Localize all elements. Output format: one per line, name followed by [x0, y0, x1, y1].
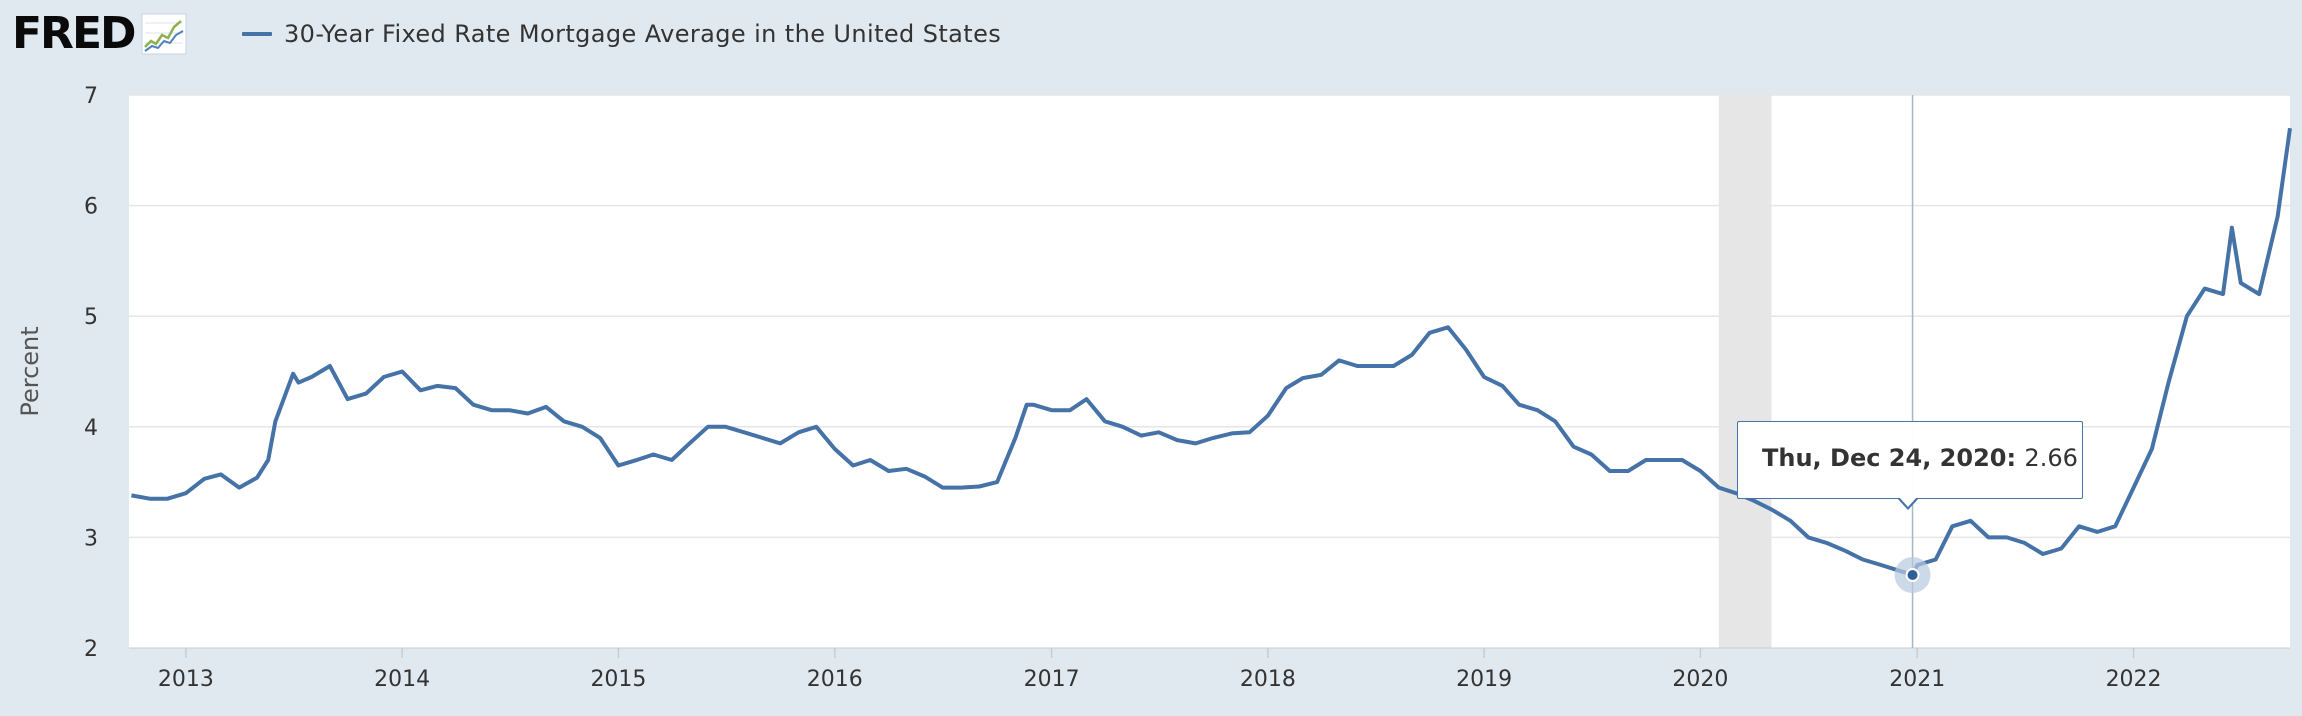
- fred-logo-text: FRED: [12, 8, 137, 59]
- x-tick-label: 2015: [590, 667, 646, 692]
- x-tick-label: 2017: [1024, 667, 1080, 692]
- legend-series-swatch: [242, 32, 272, 36]
- recession-band: [1718, 95, 1772, 648]
- y-tick-label: 6: [84, 195, 98, 220]
- tooltip-text: Thu, Dec 24, 2020: 2.66: [1762, 444, 2078, 472]
- y-tick-label: 7: [84, 84, 98, 109]
- x-tick-label: 2021: [1889, 667, 1945, 692]
- tooltip-arrow-inner: [1899, 497, 1917, 507]
- tooltip-date: Thu, Dec 24, 2020: [1762, 444, 2007, 472]
- x-tick-label: 2016: [807, 667, 863, 692]
- legend-series-label: 30-Year Fixed Rate Mortgage Average in t…: [284, 20, 1002, 48]
- line-chart-icon: [141, 13, 187, 55]
- x-axis: 2013 2014 2015 2016 2017 2018 2019 2020 2021 2022: [158, 648, 2162, 692]
- y-tick-label: 3: [84, 526, 98, 551]
- fred-logo[interactable]: FRED: [12, 12, 187, 56]
- header: FRED 30-Year Fixed Rate Mortgage Average…: [0, 0, 2302, 80]
- x-tick-label: 2018: [1240, 667, 1296, 692]
- tooltip: Thu, Dec 24, 2020: 2.66: [1737, 421, 2083, 499]
- highlight-point[interactable]: [1905, 568, 1920, 583]
- y-axis: 2 3 4 5 6 7: [84, 84, 98, 662]
- x-tick-label: 2020: [1672, 667, 1728, 692]
- x-tick-label: 2022: [2106, 667, 2162, 692]
- x-tick-label: 2013: [158, 667, 214, 692]
- y-tick-label: 2: [84, 637, 98, 662]
- y-axis-label: Percent: [16, 326, 44, 416]
- y-tick-label: 4: [84, 416, 98, 441]
- series-line[interactable]: [131, 127, 2292, 577]
- plot-area: [129, 95, 2290, 648]
- x-tick-label: 2019: [1456, 667, 1512, 692]
- legend[interactable]: 30-Year Fixed Rate Mortgage Average in t…: [242, 20, 1001, 48]
- x-tick-label: 2014: [374, 667, 430, 692]
- tooltip-value: 2.66: [2024, 444, 2078, 472]
- y-tick-label: 5: [84, 305, 98, 330]
